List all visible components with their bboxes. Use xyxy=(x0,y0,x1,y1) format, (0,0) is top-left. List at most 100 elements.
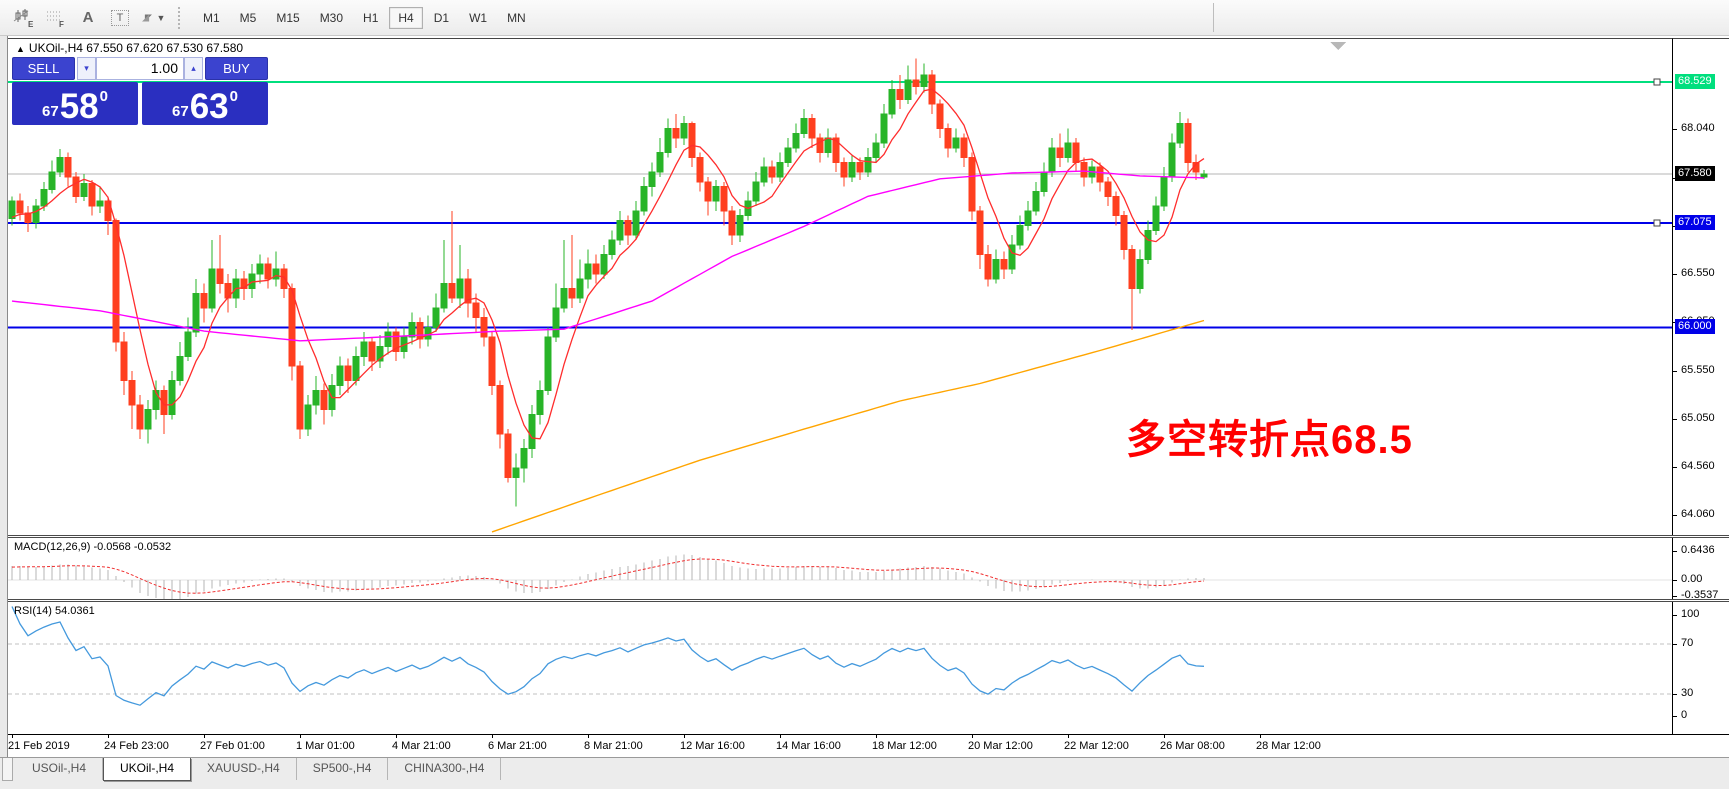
candle-body xyxy=(312,389,320,406)
candle-body xyxy=(1040,171,1048,192)
symbol-triangle-icon: ▲ xyxy=(16,44,25,54)
resistance-line-handle[interactable] xyxy=(1653,78,1661,86)
chart-canvas[interactable] xyxy=(8,39,1672,535)
candle-body xyxy=(880,113,888,144)
candle-body xyxy=(816,137,824,154)
date-label: 18 Mar 12:00 xyxy=(872,740,937,752)
candle-body xyxy=(952,137,960,149)
date-label: 6 Mar 21:00 xyxy=(488,740,547,752)
timeframe-button-m1[interactable]: M1 xyxy=(203,10,220,25)
volume-increase-button[interactable]: ▴ xyxy=(184,57,203,80)
candle-body xyxy=(16,200,24,214)
chart-shift-marker-icon[interactable] xyxy=(1330,42,1346,50)
sell-price-quote[interactable]: 67 58 0 xyxy=(12,82,138,125)
candle-body xyxy=(624,220,632,236)
chart-tab-ukoil-h4[interactable]: UKOil-,H4 xyxy=(103,758,192,781)
panel-separator[interactable] xyxy=(8,535,1729,538)
candle-body xyxy=(1024,210,1032,226)
candle-body xyxy=(800,118,808,134)
chart-tab-xauusd-h4[interactable]: XAUUSD-,H4 xyxy=(191,758,297,780)
candle-body xyxy=(376,346,384,362)
chart-tab-bar: USOil-,H4 UKOil-,H4 XAUUSD-,H4 SP500-,H4 CHI… xyxy=(0,757,1729,789)
one-click-trade-panel: SELL ▾ 1.00 ▴ BUY 67 58 0 67 63 0 xyxy=(12,57,268,125)
date-tick-mark xyxy=(876,735,877,738)
support-line-1-handle[interactable] xyxy=(1653,219,1661,227)
candle-body xyxy=(1032,190,1040,212)
date-tick-mark xyxy=(1068,735,1069,738)
candle-body xyxy=(120,341,128,382)
candle-body xyxy=(944,127,952,149)
candle-body xyxy=(80,183,88,197)
price-axis[interactable]: 68.04067.54067.04066.55066.05065.55065.0… xyxy=(1672,38,1729,535)
grid-icon[interactable]: F xyxy=(42,5,70,31)
chart-tab-sp500-h4[interactable]: SP500-,H4 xyxy=(297,758,389,780)
timeframe-button-h1[interactable]: H1 xyxy=(363,10,379,25)
date-axis[interactable]: 21 Feb 2019 24 Feb 23:00 27 Feb 01:00 1 Mar… xyxy=(8,734,1729,757)
date-label: 21 Feb 2019 xyxy=(8,740,70,752)
candle-body xyxy=(1008,244,1016,270)
timeframe-button-m5[interactable]: M5 xyxy=(239,10,257,25)
price-tick-label: 65.050 xyxy=(1681,412,1715,425)
candle-body xyxy=(464,278,472,304)
buy-price-quote[interactable]: 67 63 0 xyxy=(142,82,268,125)
macd-label: MACD(12,26,9) -0.0568 -0.0532 xyxy=(14,541,172,553)
price-tick-mark xyxy=(1673,419,1677,421)
label-icon[interactable]: T xyxy=(106,5,134,31)
tab-scroll-stub[interactable] xyxy=(2,758,13,781)
chart-tab-china300-h4[interactable]: CHINA300-,H4 xyxy=(388,758,502,780)
volume-input[interactable]: 1.00 xyxy=(96,57,184,80)
candle-body xyxy=(968,157,976,212)
timeframe-button-m15[interactable]: M15 xyxy=(276,10,300,25)
candle-body xyxy=(672,127,680,139)
candle-body xyxy=(1160,176,1168,207)
macd-tick-mark xyxy=(1673,595,1677,597)
panel-separator[interactable] xyxy=(8,599,1729,602)
buy-button[interactable]: BUY xyxy=(205,57,268,80)
timeframe-buttons: M1 M5 M15 M30 H1 H4 D1 W1 MN xyxy=(194,6,537,29)
candle-body xyxy=(832,137,840,163)
timeframe-button-d1[interactable]: D1 xyxy=(433,10,450,25)
price-tick-label: 65.550 xyxy=(1681,363,1715,376)
toolbar-grip[interactable] xyxy=(178,6,184,29)
rsi-canvas xyxy=(8,606,1672,706)
current-price-line-price-label: 67.580 xyxy=(1675,166,1715,181)
text-icon[interactable]: A xyxy=(82,9,94,26)
candle-body xyxy=(888,89,896,115)
candle-body xyxy=(24,212,32,224)
timeframe-button-mn[interactable]: MN xyxy=(507,10,526,25)
candle-body xyxy=(216,268,224,285)
main-chart-panel[interactable]: 多空转折点68.5 xyxy=(8,38,1672,535)
candle-body xyxy=(448,283,456,299)
sell-button[interactable]: SELL xyxy=(12,57,75,80)
rsi-tick-label: 100 xyxy=(1681,608,1700,620)
date-tick-mark xyxy=(204,735,205,738)
timeframe-button-w1[interactable]: W1 xyxy=(469,10,488,25)
candle-body xyxy=(392,331,400,353)
chart-tab-usoil-h4[interactable]: USOil-,H4 xyxy=(16,758,104,780)
buy-price-pip: 0 xyxy=(229,88,238,105)
candle-body xyxy=(504,433,512,479)
indicators-icon[interactable]: E xyxy=(10,5,38,31)
macd-panel: MACD(12,26,9) -0.0568 -0.0532 xyxy=(8,538,1672,599)
candle-body xyxy=(1000,258,1008,270)
sell-price-prefix: 67 xyxy=(42,103,59,120)
candle-body xyxy=(784,147,792,163)
candle-body xyxy=(736,215,744,236)
candle-body xyxy=(472,302,480,319)
date-label: 27 Feb 01:00 xyxy=(200,740,265,752)
candle-body xyxy=(1104,181,1112,197)
candle-body xyxy=(664,127,672,154)
date-tick-mark xyxy=(1260,735,1261,738)
rsi-tick-mark xyxy=(1673,694,1677,695)
candle-body xyxy=(1200,173,1208,178)
candle-body xyxy=(192,292,200,333)
volume-decrease-button[interactable]: ▾ xyxy=(77,57,96,80)
cursor-tools-icon[interactable]: ▼ xyxy=(138,5,166,31)
timeframe-button-m30[interactable]: M30 xyxy=(319,10,344,25)
candle-body xyxy=(960,137,968,159)
timeframe-button-h4[interactable]: H4 xyxy=(389,6,423,29)
price-tick-label: 64.060 xyxy=(1681,508,1715,521)
chart-annotation-text[interactable]: 多空转折点68.5 xyxy=(1126,418,1413,462)
candle-body xyxy=(680,123,688,139)
candle-body xyxy=(720,186,728,212)
